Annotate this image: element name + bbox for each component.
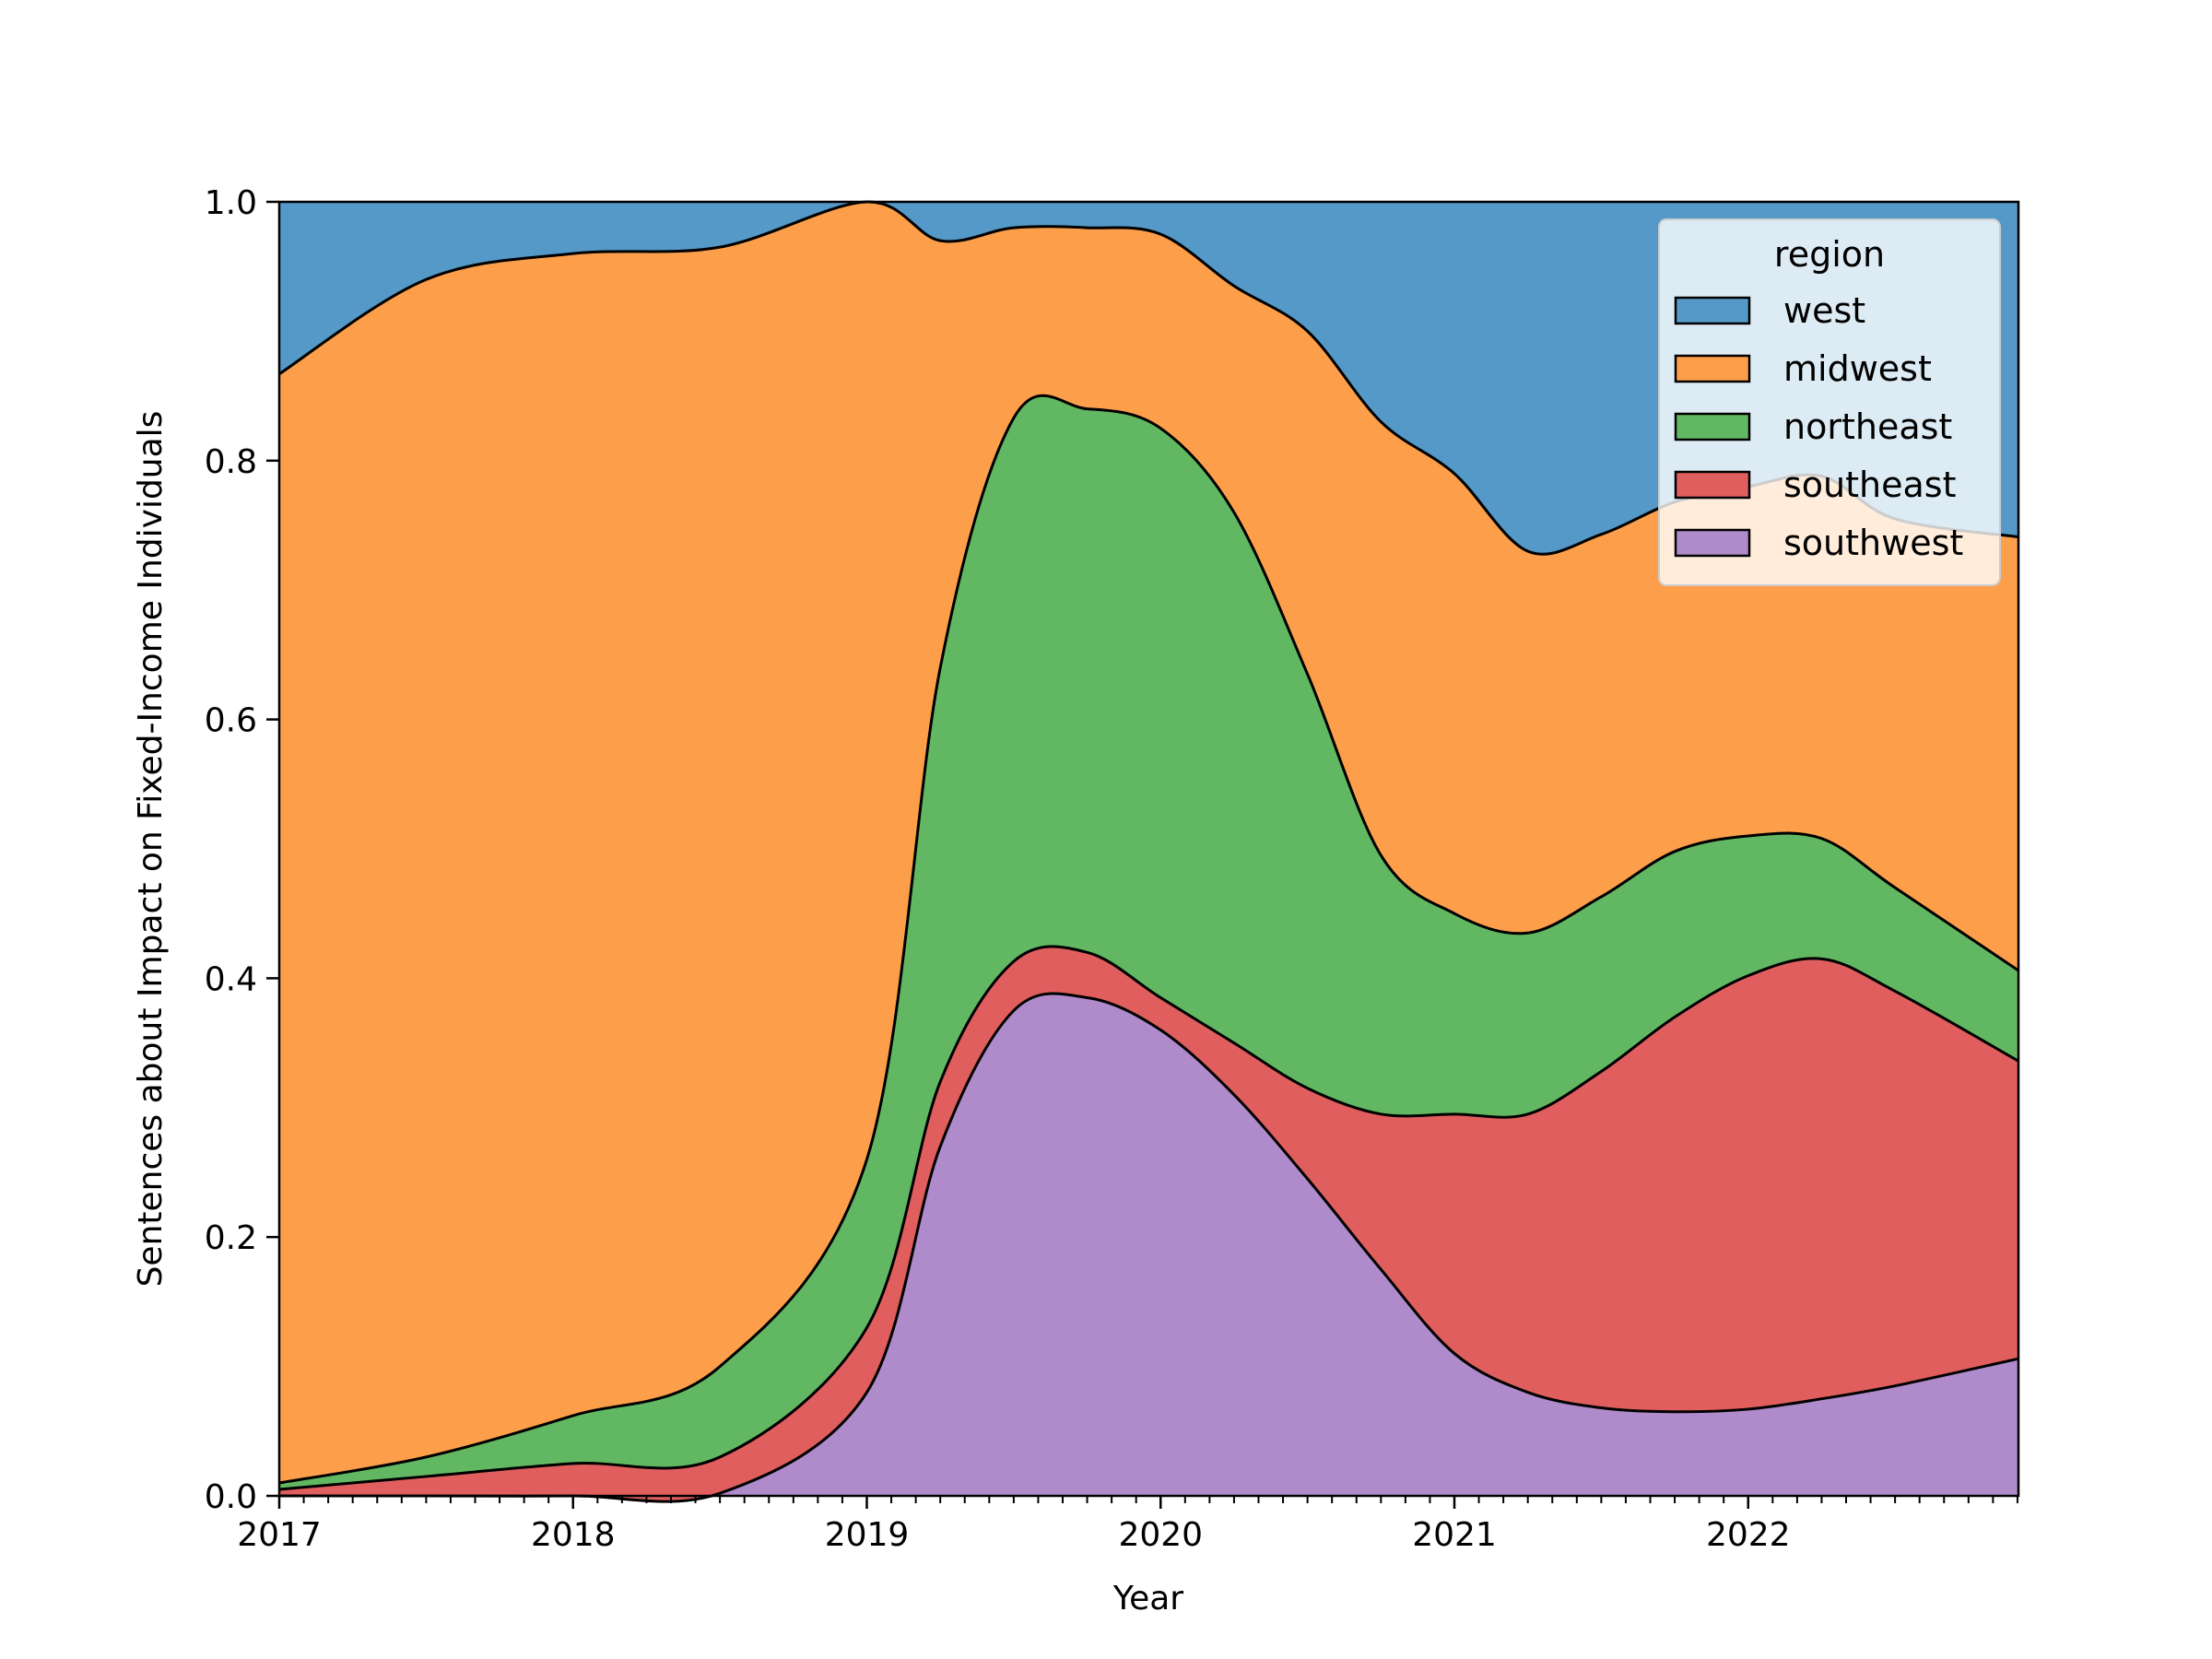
legend-swatch-southeast — [1674, 470, 1751, 500]
x-tick-label: 2020 — [1118, 1516, 1203, 1554]
x-tick-label: 2022 — [1706, 1516, 1791, 1554]
plot-frame — [277, 200, 2020, 1498]
x-tick-label: 2021 — [1412, 1516, 1497, 1554]
legend-title: region — [1774, 234, 1885, 275]
y-tick-label: 0.2 — [205, 1219, 257, 1257]
legend-items: west midwest northeast southeast southwest — [1674, 290, 1963, 563]
legend-label-midwest: midwest — [1783, 348, 1932, 389]
y-tick-label: 0.6 — [205, 702, 257, 740]
area-southeast — [279, 946, 2018, 1502]
legend-swatch-northeast — [1674, 412, 1751, 441]
area-midwest — [279, 201, 2018, 1483]
legend-label-southwest: southwest — [1783, 523, 1963, 563]
x-tick-label: 2019 — [825, 1516, 910, 1554]
y-tick-label: 0.8 — [205, 443, 257, 481]
y-tick-label: 0.0 — [205, 1478, 257, 1516]
legend: region west midwest northeast southeast sout… — [1658, 218, 2001, 586]
area-layers — [278, 200, 2019, 1503]
y-axis-label: Sentences about Impact on Fixed-Income I… — [132, 411, 170, 1288]
x-tick-label: 2018 — [531, 1516, 616, 1554]
legend-label-west: west — [1783, 290, 1865, 331]
legend-label-northeast: northeast — [1783, 406, 1952, 447]
area-southwest — [279, 994, 2018, 1502]
y-tick-label: 1.0 — [205, 184, 257, 222]
area-northeast — [279, 395, 2018, 1489]
legend-swatch-midwest — [1674, 354, 1751, 383]
y-axis: 0.0 0.2 0.4 0.6 0.8 1.0 — [205, 184, 279, 1516]
boundary-northeast — [278, 394, 2019, 1485]
x-axis: 2017 2018 2019 2020 2021 2022 — [237, 1496, 2018, 1554]
legend-swatch-west — [1674, 296, 1751, 325]
boundary-southeast — [278, 945, 2019, 1491]
y-tick-label: 0.4 — [205, 960, 257, 998]
legend-swatch-southwest — [1674, 528, 1751, 558]
legend-label-southeast: southeast — [1783, 465, 1956, 505]
x-axis-label: Year — [1112, 1580, 1183, 1618]
x-tick-label: 2017 — [237, 1516, 322, 1554]
area-west — [279, 201, 2018, 555]
